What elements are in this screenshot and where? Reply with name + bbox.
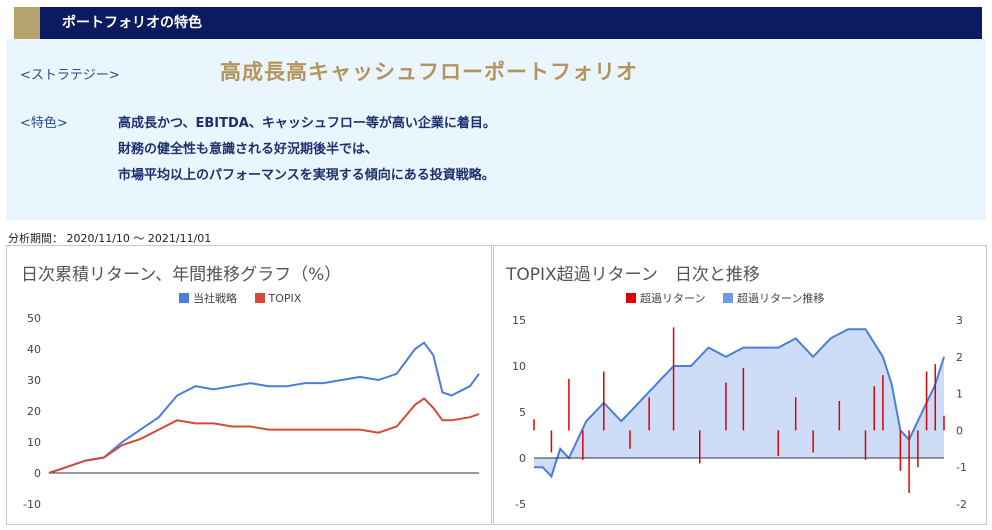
y-tick-label-right: 1 bbox=[956, 388, 963, 401]
y-tick-label-left: -5 bbox=[515, 498, 526, 511]
excess-return-plot: -5 0 5 10 15 -2 -1 0 1 2 3 bbox=[512, 314, 967, 511]
feature-line-2: 財務の健全性も意識される好況期後半では、 bbox=[118, 142, 379, 157]
strategy-label: <ストラテジー> bbox=[20, 68, 120, 83]
legend-label-excess: 超過リターン bbox=[640, 292, 706, 305]
excess-trend-line bbox=[534, 328, 945, 479]
legend-label-topix: TOPIX bbox=[268, 292, 302, 305]
y-tick-label-right: 3 bbox=[956, 314, 963, 327]
features-label: <特色> bbox=[20, 116, 68, 131]
section-title: ポートフォリオの特色 bbox=[62, 15, 202, 31]
y-tick-label: 30 bbox=[27, 374, 41, 387]
y-tick-label-right: 2 bbox=[956, 351, 963, 364]
y-tick-label-right: -2 bbox=[956, 498, 967, 511]
y-tick-label-right: -1 bbox=[956, 461, 967, 474]
y-tick-label: 40 bbox=[27, 343, 41, 356]
chart-title: TOPIX超過リターン 日次と推移 bbox=[506, 265, 760, 285]
legend-swatch-excess-trend bbox=[722, 293, 733, 303]
excess-trend-area bbox=[534, 329, 944, 477]
y-tick-label-left: 15 bbox=[512, 314, 526, 327]
series-line-strategy bbox=[48, 341, 480, 474]
y-tick-label: 20 bbox=[27, 405, 41, 418]
series-line-topix bbox=[48, 397, 480, 474]
legend-label-excess-trend: 超過リターン推移 bbox=[736, 292, 825, 305]
legend-swatch-excess bbox=[626, 293, 636, 303]
y-tick-label: -10 bbox=[23, 498, 41, 511]
description-panel bbox=[6, 39, 986, 220]
legend-swatch-strategy bbox=[179, 293, 189, 303]
excess-return-chart: TOPIX超過リターン 日次と推移 超過リターン 超過リターン推移 -5 0 5 10… bbox=[493, 245, 987, 525]
section-header: ポートフォリオの特色 bbox=[14, 7, 982, 39]
header-accent-bar bbox=[14, 7, 40, 39]
y-tick-label-left: 10 bbox=[512, 360, 526, 373]
feature-line-1: 高成長かつ、EBITDA、キャッシュフロー等が高い企業に着目。 bbox=[118, 116, 496, 131]
feature-line-3: 市場平均以上のパフォーマンスを実現する傾向にある投資戦略。 bbox=[118, 168, 495, 183]
chart-title: 日次累積リターン、年間推移グラフ（%） bbox=[21, 265, 342, 285]
strategy-name: 高成長高キャッシュフローポートフォリオ bbox=[220, 60, 638, 84]
y-tick-label-right: 0 bbox=[956, 424, 963, 437]
y-tick-label: 50 bbox=[27, 312, 41, 325]
y-tick-label: 0 bbox=[34, 467, 41, 480]
chart-legend: 当社戦略 TOPIX bbox=[179, 290, 301, 306]
y-tick-label-left: 0 bbox=[519, 452, 526, 465]
legend-label-strategy: 当社戦略 bbox=[193, 292, 237, 305]
legend-swatch-topix bbox=[254, 293, 265, 303]
cumulative-return-chart: 日次累積リターン、年間推移グラフ（%） 当社戦略 TOPIX -10 0 10 20 3… bbox=[6, 245, 492, 525]
analysis-period: 分析期間： 2020/11/10 ～ 2021/11/01 bbox=[8, 232, 212, 245]
chart-legend: 超過リターン 超過リターン推移 bbox=[626, 290, 824, 306]
y-tick-label-left: 5 bbox=[519, 406, 526, 419]
cumulative-return-plot: -10 0 10 20 30 40 50 bbox=[23, 312, 480, 511]
y-tick-label: 10 bbox=[27, 436, 41, 449]
